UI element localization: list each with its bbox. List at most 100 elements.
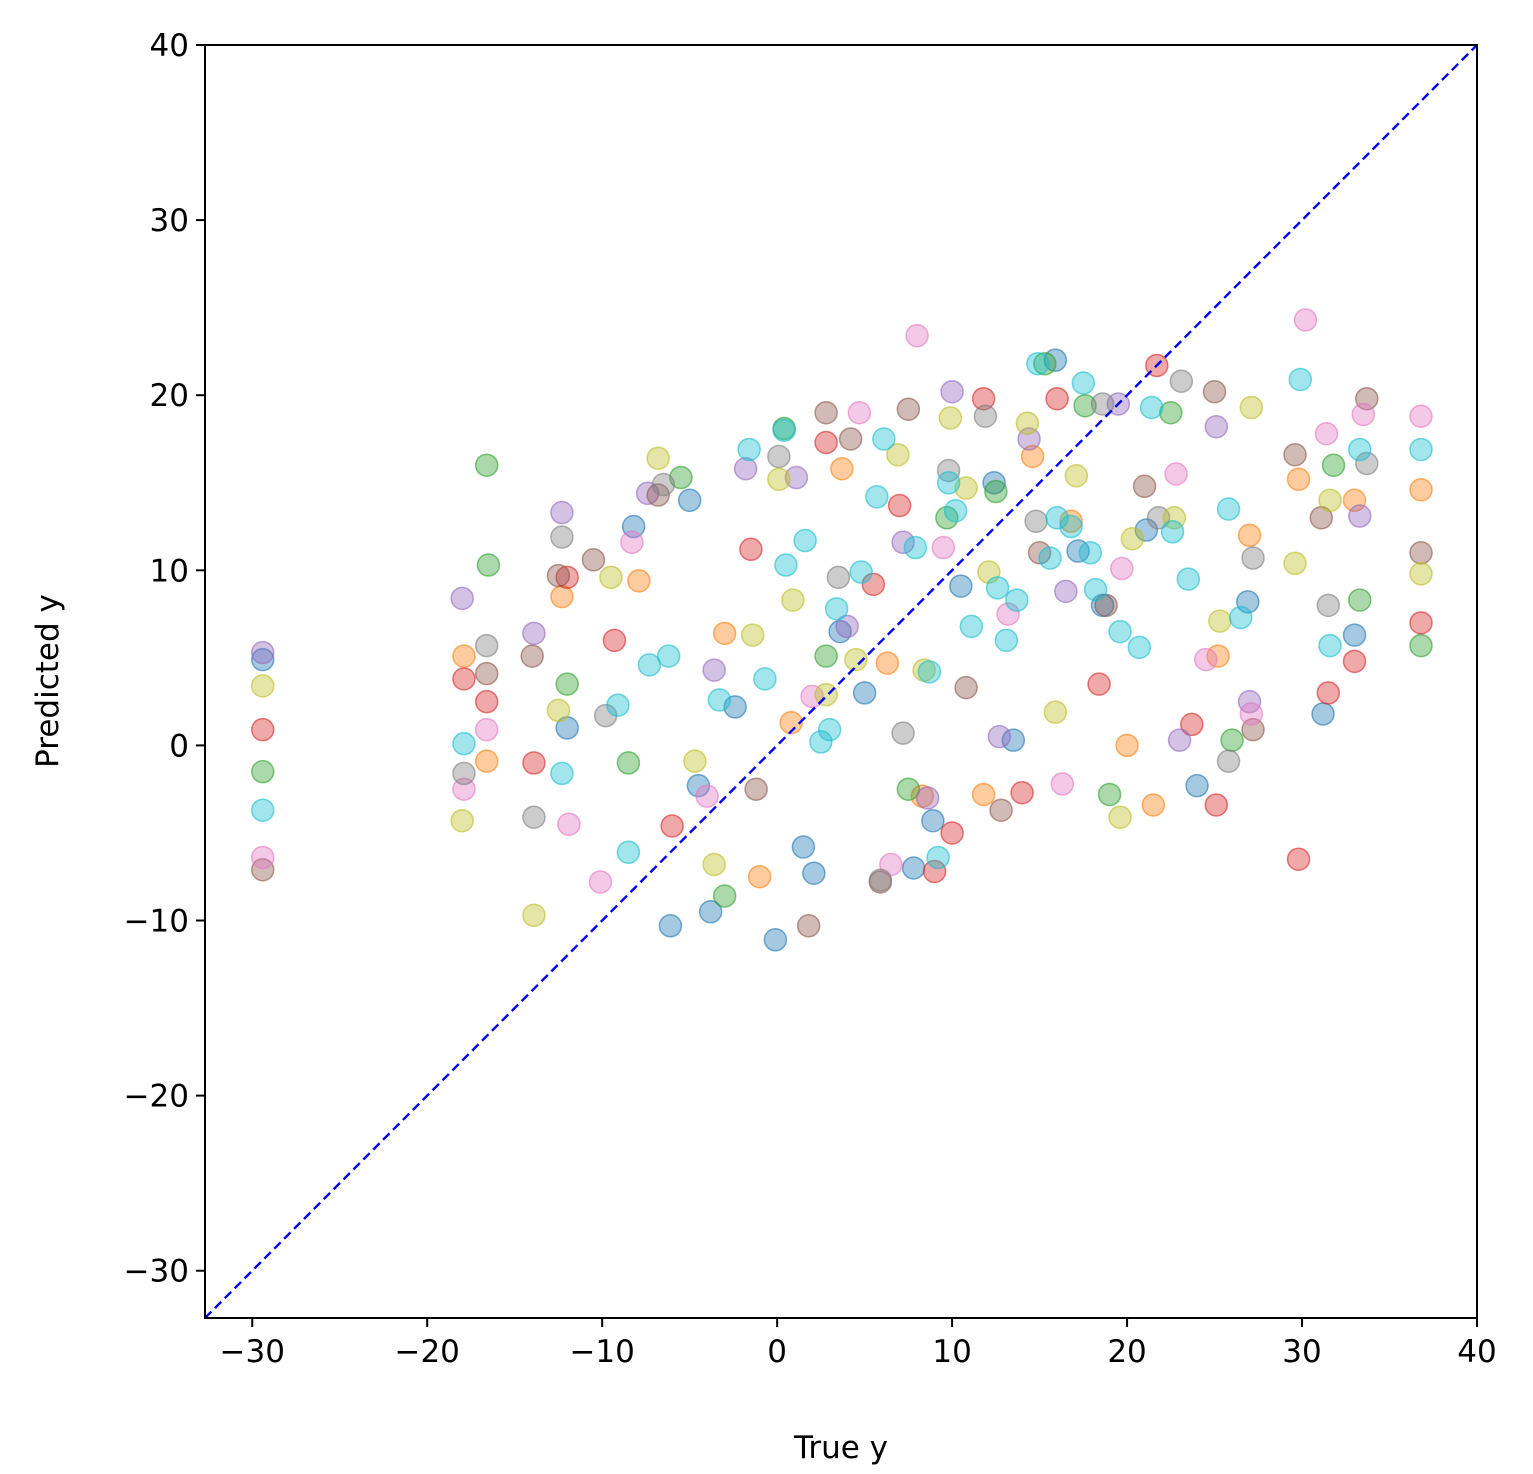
data-point [1194,647,1218,672]
data-point [1160,520,1185,544]
data-point [1409,562,1433,586]
data-point [1293,308,1318,332]
data-point [1316,593,1341,618]
data-point [546,698,571,723]
data-point [903,535,928,560]
x-tick-label: 0 [767,1334,787,1370]
data-point [606,693,630,717]
data-point [1020,444,1045,469]
data-point [940,379,964,404]
data-point [802,861,826,885]
data-point [1409,437,1433,462]
data-point [921,808,945,833]
data-point [450,586,474,611]
data-point [809,730,833,754]
data-point [669,465,693,490]
data-point [1043,700,1068,724]
data-point [1283,442,1307,467]
y-axis-label: Predicted y [30,594,66,768]
data-point [1108,805,1132,829]
data-point [250,845,275,870]
data-point [1176,567,1201,591]
data-point [637,653,662,677]
data-point [1097,782,1122,807]
data-point [1316,681,1341,705]
data-point [1139,395,1164,420]
data-point [1180,712,1204,737]
data-point [847,400,872,425]
data-point [936,458,961,483]
x-tick-label: 40 [1457,1334,1496,1370]
data-point [1127,635,1152,660]
data-point [1409,404,1433,428]
data-point [852,681,877,705]
x-tick-label: −20 [394,1334,459,1370]
data-point [954,675,978,700]
data-point [1283,551,1307,576]
data-point [1311,702,1335,726]
x-tick-label: 10 [932,1334,971,1370]
data-point [1083,577,1108,602]
data-point [989,798,1013,822]
data-point [1288,367,1313,392]
data-point [844,647,868,672]
data-point [996,602,1020,626]
data-point [474,717,499,742]
data-point [602,628,627,653]
data-point [250,857,275,882]
data-point [772,418,796,442]
data-point [1045,386,1069,411]
data-point [814,682,838,707]
data-point [683,749,707,773]
data-point [1216,749,1241,773]
data-point [740,623,765,647]
data-point [616,751,641,775]
data-point [1237,523,1262,548]
data-point [943,499,968,523]
data-point [1202,379,1227,404]
data-point [1132,474,1157,499]
data-point [550,584,574,609]
data-point [849,560,873,584]
data-point [931,535,956,560]
data-point [739,537,763,562]
data-point [1321,453,1346,477]
data-point [905,323,929,348]
data-point [763,928,788,952]
data-point [838,427,863,451]
data-point [891,530,915,555]
data-point [555,672,579,696]
data-point [767,444,791,469]
data-point [793,528,817,553]
data-point [1342,623,1367,647]
data-point [1066,539,1090,563]
data-point [550,500,574,525]
data-point [250,640,275,665]
x-tick-label: −10 [569,1334,634,1370]
data-point [733,456,758,481]
data-point [744,777,768,801]
data-point [936,471,961,495]
data-point [887,493,912,518]
data-point [971,386,996,411]
data-point [452,667,476,691]
data-point [985,576,1010,600]
data-point [982,471,1006,495]
data-point [1164,462,1188,486]
y-tick-label: −10 [124,904,189,940]
data-point [1026,351,1050,376]
data-point [250,674,275,698]
data-point [1073,393,1097,418]
data-point [588,870,613,894]
data-point [737,437,761,462]
data-point [522,903,546,928]
data-point [954,476,978,500]
data-point [476,553,501,577]
data-point [781,588,805,612]
data-point [1134,518,1159,542]
data-point [520,644,544,668]
data-point [1409,633,1433,658]
data-point [599,565,623,590]
data-point [452,761,476,786]
